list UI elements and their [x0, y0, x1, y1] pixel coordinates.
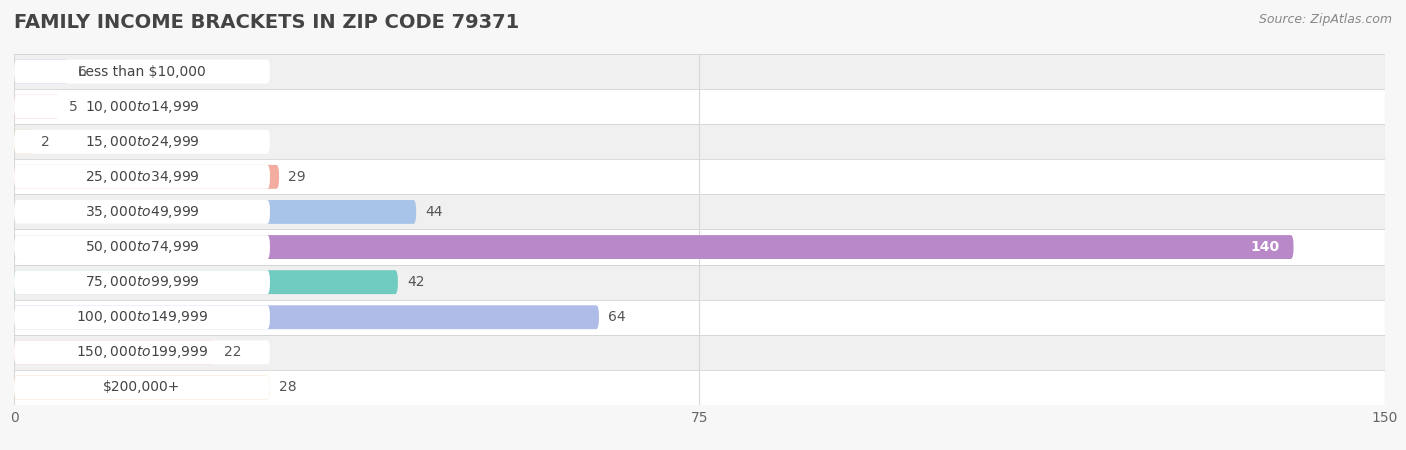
- FancyBboxPatch shape: [14, 94, 270, 119]
- Text: 64: 64: [609, 310, 626, 324]
- Bar: [14, 89, 1385, 124]
- FancyBboxPatch shape: [14, 165, 270, 189]
- FancyBboxPatch shape: [14, 340, 215, 364]
- FancyBboxPatch shape: [14, 59, 69, 84]
- Text: $10,000 to $14,999: $10,000 to $14,999: [84, 99, 200, 115]
- FancyBboxPatch shape: [14, 200, 270, 224]
- Text: 28: 28: [278, 380, 297, 395]
- Text: 22: 22: [225, 345, 242, 360]
- Text: 42: 42: [408, 275, 425, 289]
- FancyBboxPatch shape: [14, 305, 599, 329]
- Bar: [14, 335, 1385, 370]
- Text: $15,000 to $24,999: $15,000 to $24,999: [84, 134, 200, 150]
- Text: $200,000+: $200,000+: [103, 380, 181, 395]
- Text: $150,000 to $199,999: $150,000 to $199,999: [76, 344, 208, 360]
- FancyBboxPatch shape: [14, 130, 32, 154]
- Text: 5: 5: [69, 99, 77, 114]
- Bar: [14, 124, 1385, 159]
- Bar: [14, 194, 1385, 230]
- Text: 6: 6: [79, 64, 87, 79]
- Bar: [14, 265, 1385, 300]
- FancyBboxPatch shape: [14, 375, 270, 400]
- Text: 2: 2: [42, 135, 51, 149]
- Text: $75,000 to $99,999: $75,000 to $99,999: [84, 274, 200, 290]
- FancyBboxPatch shape: [14, 270, 270, 294]
- FancyBboxPatch shape: [14, 200, 416, 224]
- Text: 29: 29: [288, 170, 307, 184]
- Text: 140: 140: [1251, 240, 1279, 254]
- FancyBboxPatch shape: [14, 94, 60, 119]
- FancyBboxPatch shape: [14, 235, 270, 259]
- FancyBboxPatch shape: [14, 130, 270, 154]
- FancyBboxPatch shape: [14, 375, 270, 400]
- FancyBboxPatch shape: [14, 340, 270, 364]
- Bar: [14, 370, 1385, 405]
- FancyBboxPatch shape: [14, 235, 1294, 259]
- FancyBboxPatch shape: [14, 165, 278, 189]
- FancyBboxPatch shape: [14, 270, 398, 294]
- Bar: [14, 300, 1385, 335]
- Text: 44: 44: [426, 205, 443, 219]
- Text: FAMILY INCOME BRACKETS IN ZIP CODE 79371: FAMILY INCOME BRACKETS IN ZIP CODE 79371: [14, 14, 519, 32]
- Text: $35,000 to $49,999: $35,000 to $49,999: [84, 204, 200, 220]
- FancyBboxPatch shape: [14, 59, 270, 84]
- Text: $100,000 to $149,999: $100,000 to $149,999: [76, 309, 208, 325]
- Text: Source: ZipAtlas.com: Source: ZipAtlas.com: [1258, 14, 1392, 27]
- Bar: [14, 230, 1385, 265]
- Bar: [14, 159, 1385, 194]
- FancyBboxPatch shape: [14, 305, 270, 329]
- Text: Less than $10,000: Less than $10,000: [79, 64, 205, 79]
- Text: $25,000 to $34,999: $25,000 to $34,999: [84, 169, 200, 185]
- Text: $50,000 to $74,999: $50,000 to $74,999: [84, 239, 200, 255]
- Bar: [14, 54, 1385, 89]
